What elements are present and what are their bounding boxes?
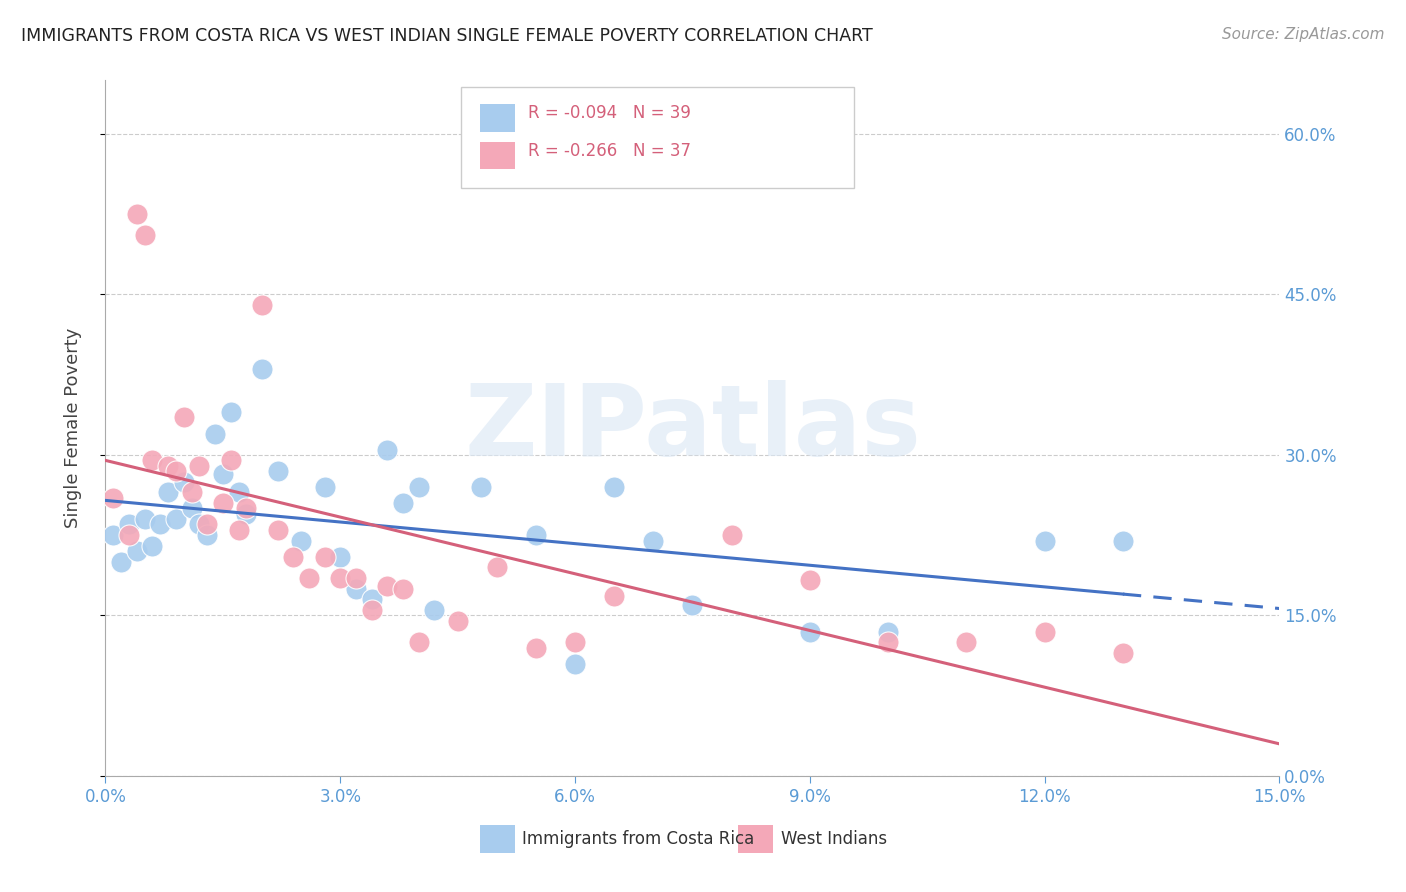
Point [103, 491, 125, 505]
Text: ZIPatlas: ZIPatlas [464, 380, 921, 476]
FancyBboxPatch shape [738, 825, 773, 854]
Point [180, 485, 202, 500]
Point [799, 573, 821, 587]
Point [1033, 624, 1056, 639]
Point [720, 528, 742, 542]
Point [235, 507, 257, 521]
FancyBboxPatch shape [461, 87, 855, 188]
Point [799, 624, 821, 639]
Point [110, 555, 132, 569]
Point [125, 544, 148, 558]
Point [329, 549, 352, 564]
Point [1112, 646, 1135, 660]
Point [180, 501, 202, 516]
Point [118, 517, 141, 532]
Point [219, 453, 242, 467]
FancyBboxPatch shape [479, 142, 515, 169]
Text: R = -0.094   N = 39: R = -0.094 N = 39 [529, 104, 690, 122]
Point [682, 598, 704, 612]
Point [1033, 533, 1056, 548]
Point [408, 480, 430, 494]
Point [188, 517, 211, 532]
Text: West Indians: West Indians [780, 830, 887, 847]
Point [173, 410, 195, 425]
Point [290, 533, 312, 548]
Point [266, 464, 288, 478]
Point [141, 453, 163, 467]
Point [165, 464, 187, 478]
Point [408, 635, 430, 649]
Point [211, 496, 233, 510]
Point [125, 207, 148, 221]
Point [447, 614, 470, 628]
Point [375, 578, 398, 592]
Text: IMMIGRANTS FROM COSTA RICA VS WEST INDIAN SINGLE FEMALE POVERTY CORRELATION CHAR: IMMIGRANTS FROM COSTA RICA VS WEST INDIA… [21, 27, 873, 45]
Point [955, 635, 977, 649]
Point [134, 228, 156, 243]
Point [564, 635, 586, 649]
Point [235, 501, 257, 516]
Point [877, 624, 900, 639]
Point [360, 592, 382, 607]
Y-axis label: Single Female Poverty: Single Female Poverty [63, 328, 82, 528]
Point [360, 603, 382, 617]
Point [344, 582, 367, 596]
Point [250, 298, 273, 312]
Point [344, 571, 367, 585]
FancyBboxPatch shape [479, 104, 515, 132]
Point [204, 426, 226, 441]
Point [524, 528, 547, 542]
Point [118, 528, 141, 542]
Point [643, 533, 665, 548]
Point [195, 517, 218, 532]
Point [392, 496, 415, 510]
Point [298, 571, 321, 585]
Point [266, 523, 288, 537]
Text: R = -0.266   N = 37: R = -0.266 N = 37 [529, 142, 692, 160]
Point [228, 523, 250, 537]
Point [524, 640, 547, 655]
Point [423, 603, 446, 617]
Point [250, 362, 273, 376]
Point [564, 657, 586, 671]
Point [211, 467, 233, 482]
Point [165, 512, 187, 526]
FancyBboxPatch shape [479, 825, 515, 854]
Point [877, 635, 900, 649]
Point [157, 485, 180, 500]
Point [392, 582, 415, 596]
Point [103, 528, 125, 542]
Point [375, 442, 398, 457]
Point [228, 485, 250, 500]
Point [329, 571, 352, 585]
Point [173, 475, 195, 489]
Point [149, 517, 172, 532]
Text: Immigrants from Costa Rica: Immigrants from Costa Rica [522, 830, 755, 847]
Point [134, 512, 156, 526]
Point [314, 549, 336, 564]
Point [485, 560, 508, 574]
Point [141, 539, 163, 553]
Point [603, 589, 626, 603]
Point [195, 528, 218, 542]
Point [1112, 533, 1135, 548]
Point [219, 405, 242, 419]
Point [188, 458, 211, 473]
Point [603, 480, 626, 494]
Text: Source: ZipAtlas.com: Source: ZipAtlas.com [1222, 27, 1385, 42]
Point [157, 458, 180, 473]
Point [283, 549, 305, 564]
Point [470, 480, 492, 494]
Point [314, 480, 336, 494]
